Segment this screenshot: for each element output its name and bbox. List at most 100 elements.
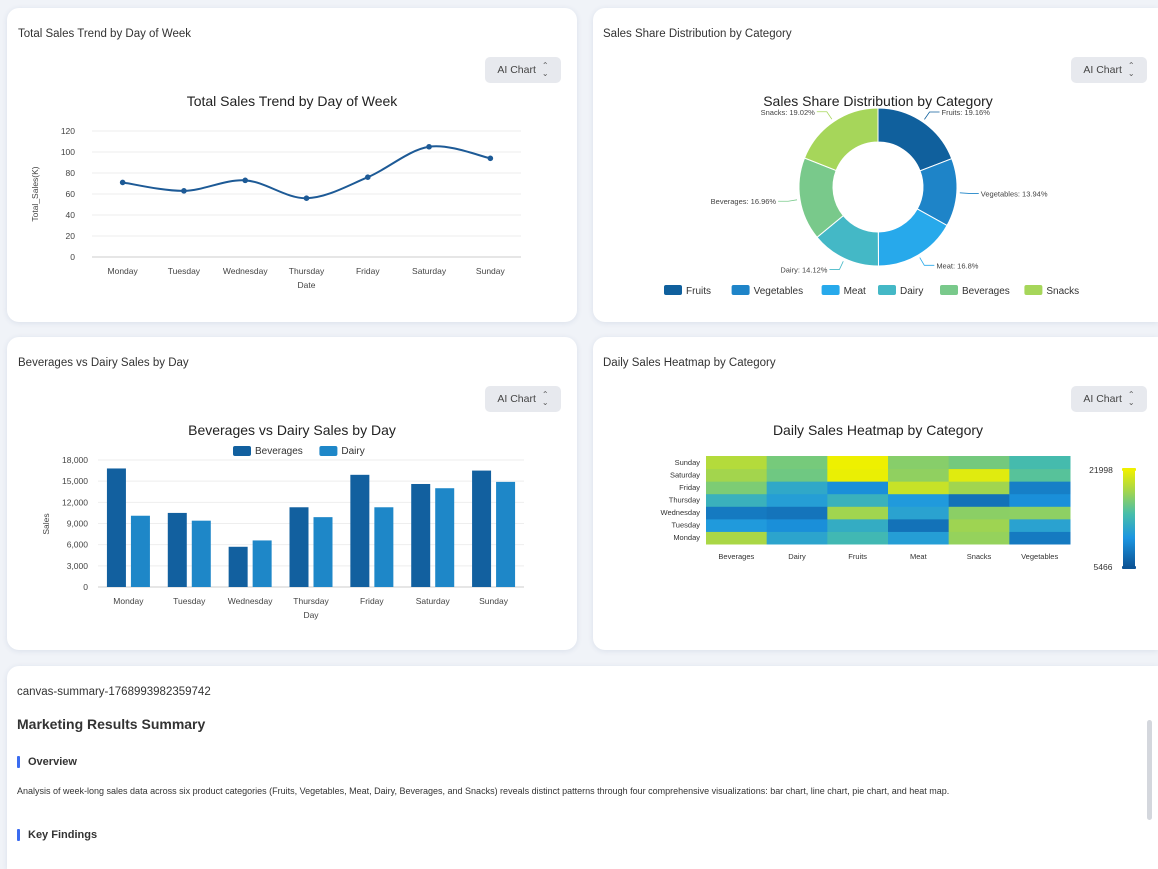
x-tick-label: Thursday [289, 266, 325, 276]
card-title: Total Sales Trend by Day of Week [18, 28, 192, 40]
x-tick-label: Sunday [479, 596, 509, 606]
heatmap-cell [706, 518, 768, 532]
ai-chart-button[interactable]: AI Chart ⌃ ⌄ [1071, 386, 1147, 412]
label-leader-line [829, 261, 844, 270]
bar-beverages [228, 546, 248, 587]
y-tick-label: 3,000 [67, 561, 89, 571]
heatmap-cell [1009, 493, 1071, 507]
legend-label: Beverages [255, 446, 303, 457]
chart-title: Total Sales Trend by Day of Week [187, 93, 399, 109]
y-axis-label: Sales [41, 513, 51, 534]
summary-panel: canvas-summary-1768993982359742 Marketin… [7, 666, 1158, 869]
heatmap-cell [766, 481, 828, 495]
x-tick-label: Snacks [967, 552, 992, 561]
y-tick-label: 12,000 [62, 497, 88, 507]
y-tick-label: Saturday [670, 470, 700, 479]
heatmap-cell [827, 468, 889, 482]
y-tick-label: 20 [66, 231, 76, 241]
heatmap-cell [1009, 468, 1071, 482]
x-tick-label: Friday [356, 266, 380, 276]
heatmap-cell [888, 468, 950, 482]
legend-swatch [664, 285, 682, 295]
data-label: Meat: 16.8% [936, 261, 978, 270]
pie-slice-fruits [877, 107, 953, 172]
x-tick-label: Vegetables [1021, 552, 1058, 561]
ai-chart-button[interactable]: AI Chart ⌃ ⌄ [485, 57, 561, 83]
label-leader-line [919, 257, 935, 266]
scrollbar[interactable] [1147, 720, 1152, 820]
x-tick-label: Saturday [416, 596, 451, 606]
heatmap-cell [766, 468, 828, 482]
heatmap-cell [948, 493, 1010, 507]
legend-swatch [878, 285, 896, 295]
pie-slice-snacks [803, 107, 879, 172]
bar-beverages [106, 468, 126, 587]
y-tick-label: 0 [83, 582, 88, 592]
heatmap-chart: Daily Sales Heatmap by Category Monday Tue… [661, 422, 1136, 572]
heatmap-cell [1009, 481, 1071, 495]
chart-title: Daily Sales Heatmap by Category [773, 422, 983, 438]
label-leader-line [924, 111, 940, 120]
heatmap-cell [948, 518, 1010, 532]
legend-label: Beverages [962, 286, 1010, 297]
visual-map-max-label: 21998 [1089, 465, 1113, 475]
heatmap-cell [766, 493, 828, 507]
chevron-updown-icon: ⌃ ⌄ [1127, 390, 1135, 407]
data-point [487, 155, 494, 162]
bar-beverages [350, 474, 370, 587]
pie-chart-card: Sales Share Distribution by Category AI … [593, 8, 1158, 322]
legend-label: Snacks [1046, 286, 1079, 297]
heatmap-cell [827, 531, 889, 545]
legend-swatch [940, 285, 958, 295]
y-tick-label: Sunday [675, 458, 701, 467]
heatmap-cell [888, 531, 950, 545]
y-tick-label: 9,000 [67, 519, 89, 529]
data-point [181, 188, 187, 194]
heatmap-cell [888, 493, 950, 507]
bar-dairy [252, 540, 272, 587]
y-tick-label: 15,000 [62, 476, 88, 486]
heatmap-cell [827, 518, 889, 532]
bar-dairy [435, 488, 455, 587]
heatmap-cell [706, 493, 768, 507]
y-tick-label: 18,000 [62, 455, 88, 465]
heatmap-cell [1009, 456, 1071, 470]
x-axis-label: Date [298, 280, 316, 290]
data-point [364, 174, 371, 180]
ai-chart-button-label: AI Chart [1083, 64, 1122, 76]
x-tick-label: Tuesday [173, 596, 206, 606]
heatmap-cell [948, 481, 1010, 495]
key-findings-heading: Key Findings [17, 829, 97, 841]
heatmap-cell [1009, 506, 1071, 520]
ai-chart-button-label: AI Chart [1083, 393, 1122, 405]
bar-beverages [167, 512, 187, 587]
x-tick-label: Dairy [788, 552, 806, 561]
line-chart: Total Sales Trend by Day of Week 0 20 40 60 8… [30, 93, 521, 290]
ai-chart-button-label: AI Chart [497, 64, 536, 76]
data-label: Snacks: 19.02% [761, 108, 816, 117]
legend-label: Dairy [341, 446, 364, 457]
y-tick-label: Thursday [669, 496, 701, 505]
x-tick-label: Beverages [718, 552, 754, 561]
chevron-updown-icon: ⌃ ⌄ [541, 61, 549, 78]
heatmap-cell [1009, 531, 1071, 545]
y-tick-label: 40 [66, 210, 76, 220]
bar-dairy [496, 481, 516, 587]
y-tick-label: 6,000 [67, 540, 89, 550]
heatmap-cell [766, 506, 828, 520]
legend-swatch [319, 446, 338, 456]
chart-title: Beverages vs Dairy Sales by Day [188, 422, 396, 438]
x-tick-label: Monday [108, 266, 139, 276]
bar-chart-card: Beverages vs Dairy Sales by Day AI Chart… [7, 337, 577, 650]
heatmap-cell [1009, 518, 1071, 532]
ai-chart-button[interactable]: AI Chart ⌃ ⌄ [1071, 57, 1147, 83]
bar-dairy [130, 515, 150, 587]
label-leader-line [778, 199, 798, 202]
ai-chart-button[interactable]: AI Chart ⌃ ⌄ [485, 386, 561, 412]
bar-beverages [472, 470, 492, 587]
ai-chart-button-label: AI Chart [497, 393, 536, 405]
heatmap-cell [888, 506, 950, 520]
legend-label: Meat [844, 286, 866, 297]
heatmap-cell [706, 506, 768, 520]
data-label: Beverages: 16.96% [711, 197, 777, 206]
